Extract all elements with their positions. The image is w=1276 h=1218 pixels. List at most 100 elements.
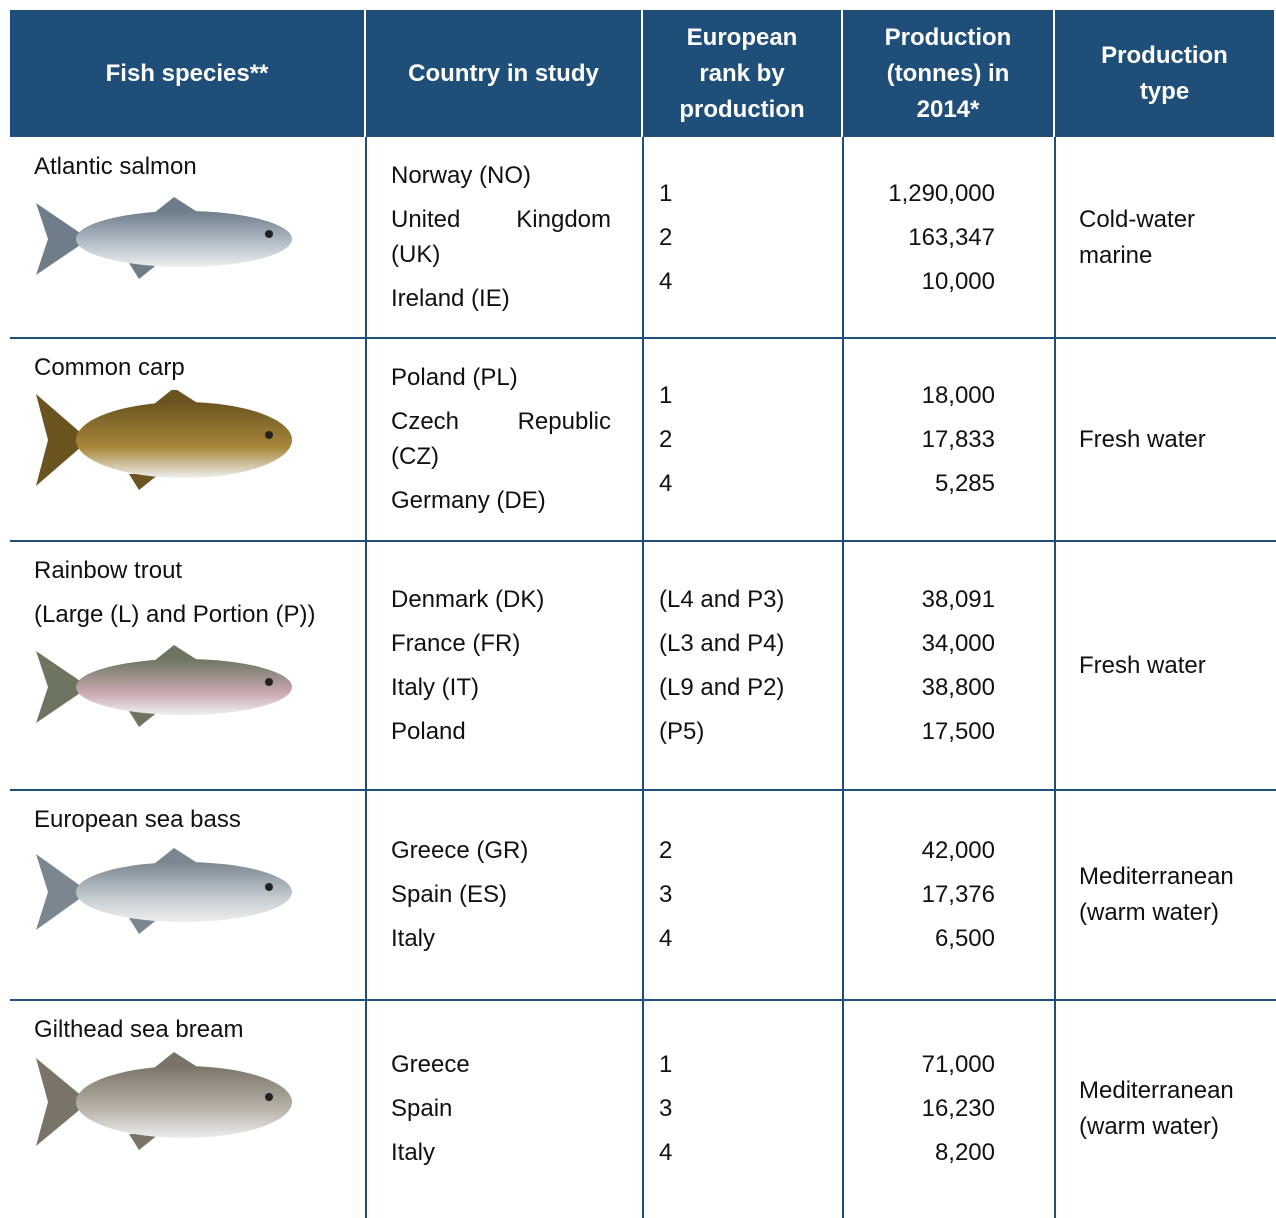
production: 163,347 xyxy=(843,216,995,260)
country: Greece xyxy=(391,1047,611,1082)
fish-illustration xyxy=(34,1052,304,1152)
production: 38,800 xyxy=(843,666,995,710)
countries-cell: Greece Spain Italy xyxy=(391,1000,631,1218)
type-cell: Cold-water marine xyxy=(1079,137,1259,338)
production: 18,000 xyxy=(843,374,995,418)
production: 17,833 xyxy=(843,418,995,462)
countries-cell: Norway (NO) United Kingdom (UK) Ireland (I… xyxy=(391,137,631,338)
header-text: European rank by production xyxy=(672,20,812,128)
species-note: (Large (L) and Portion (P)) xyxy=(34,593,354,637)
country: Poland (PL) xyxy=(391,360,611,395)
species-cell: Atlantic salmon xyxy=(34,145,354,338)
species-cell: Common carp xyxy=(34,346,354,541)
country: Ireland (IE) xyxy=(391,281,611,316)
production: 71,000 xyxy=(843,1043,995,1087)
rank: 4 xyxy=(659,260,839,304)
type-cell: Mediterranean (warm water) xyxy=(1079,1000,1259,1218)
country: Greece (GR) xyxy=(391,833,611,868)
production: 6,500 xyxy=(843,917,995,961)
fish-illustration xyxy=(34,390,304,490)
rank: 1 xyxy=(659,1043,839,1087)
rank: 4 xyxy=(659,917,839,961)
table-page: Fish species** Country in study European r… xyxy=(0,0,1276,1218)
production-type: Mediterranean (warm water) xyxy=(1079,1073,1254,1145)
species-cell: European sea bass xyxy=(34,798,354,1000)
rank: (P5) xyxy=(659,710,839,754)
rank: (L3 and P4) xyxy=(659,622,839,666)
species-name: Gilthead sea bream xyxy=(34,1008,354,1052)
species-name: Atlantic salmon xyxy=(34,145,354,189)
country: Norway (NO) xyxy=(391,158,611,193)
production: 16,230 xyxy=(843,1087,995,1131)
production: 8,200 xyxy=(843,1131,995,1175)
rank: 3 xyxy=(659,1087,839,1131)
rank: 1 xyxy=(659,374,839,418)
countries-cell: Greece (GR) Spain (ES) Italy xyxy=(391,790,631,1000)
rank: 4 xyxy=(659,462,839,506)
rank: 2 xyxy=(659,418,839,462)
country: Italy xyxy=(391,1135,611,1170)
rank: 3 xyxy=(659,873,839,917)
column-divider xyxy=(642,137,644,1218)
header-cell: Production type xyxy=(1055,10,1276,137)
rank: 2 xyxy=(659,216,839,260)
type-cell: Fresh water xyxy=(1079,541,1259,790)
production: 42,000 xyxy=(843,829,995,873)
countries-cell: Poland (PL) Czech Republic (CZ) Germany (D… xyxy=(391,338,631,541)
production: 17,376 xyxy=(843,873,995,917)
production-type: Mediterranean (warm water) xyxy=(1079,859,1254,931)
production: 17,500 xyxy=(843,710,995,754)
fish-illustration xyxy=(34,842,304,942)
production: 5,285 xyxy=(843,462,995,506)
species-cell: Gilthead sea bream xyxy=(34,1008,354,1218)
column-divider xyxy=(842,137,844,1218)
header-text: Fish species** xyxy=(106,56,269,92)
country: Germany (DE) xyxy=(391,483,611,518)
type-cell: Mediterranean (warm water) xyxy=(1079,790,1259,1000)
country: Italy xyxy=(391,921,611,956)
production-type: Fresh water xyxy=(1079,648,1254,684)
header-cell: European rank by production xyxy=(643,10,843,137)
header-cell: Production (tonnes) in 2014* xyxy=(843,10,1055,137)
production-type: Fresh water xyxy=(1079,422,1254,458)
species-name: European sea bass xyxy=(34,798,354,842)
country: Spain (ES) xyxy=(391,877,611,912)
country: Denmark (DK) xyxy=(391,582,611,617)
type-cell: Fresh water xyxy=(1079,338,1259,541)
country: Poland xyxy=(391,714,611,749)
header-text: Production (tonnes) in 2014* xyxy=(873,20,1023,128)
ranks-cell: (L4 and P3)(L3 and P4)(L9 and P2)(P5) xyxy=(659,541,839,790)
rank: 1 xyxy=(659,172,839,216)
header-text: Production type xyxy=(1095,38,1235,110)
production: 38,091 xyxy=(843,578,995,622)
species-name: Rainbow trout xyxy=(34,549,354,593)
column-divider xyxy=(365,137,367,1218)
rank: 2 xyxy=(659,829,839,873)
rank: (L4 and P3) xyxy=(659,578,839,622)
country: United Kingdom (UK) xyxy=(391,202,611,272)
country: Czech Republic (CZ) xyxy=(391,404,611,474)
production: 34,000 xyxy=(843,622,995,666)
rank: 4 xyxy=(659,1131,839,1175)
country: Spain xyxy=(391,1091,611,1126)
production-type: Cold-water marine xyxy=(1079,202,1254,274)
production: 10,000 xyxy=(843,260,995,304)
column-divider xyxy=(1054,137,1056,1218)
header-text: Country in study xyxy=(408,56,599,92)
countries-cell: Denmark (DK) France (FR) Italy (IT) Poland xyxy=(391,541,631,790)
rank: (L9 and P2) xyxy=(659,666,839,710)
species-name: Common carp xyxy=(34,346,354,390)
production: 1,290,000 xyxy=(843,172,995,216)
country: Italy (IT) xyxy=(391,670,611,705)
fish-illustration xyxy=(34,189,304,289)
country: France (FR) xyxy=(391,626,611,661)
